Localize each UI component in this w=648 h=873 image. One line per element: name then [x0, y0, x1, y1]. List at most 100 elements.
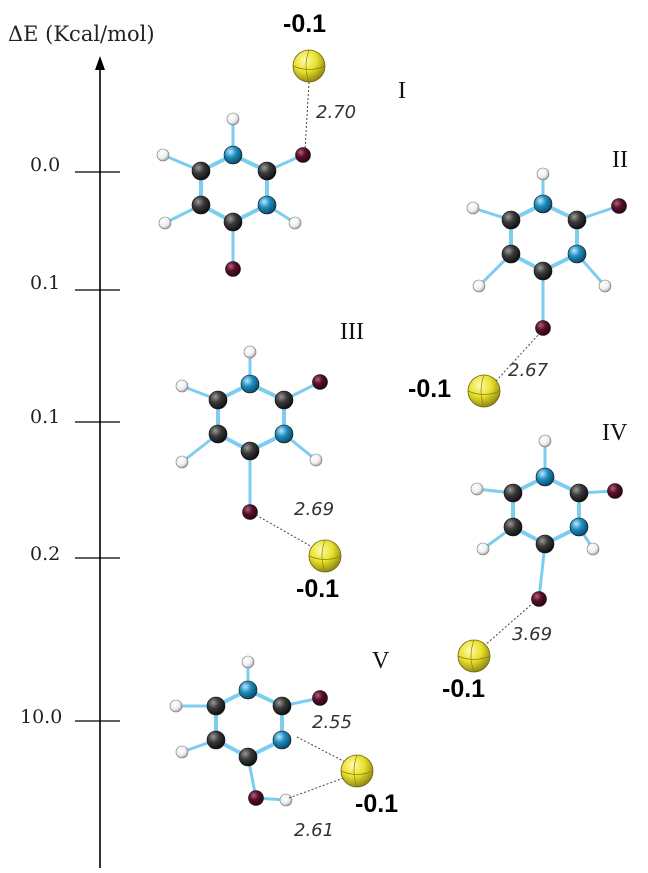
atoms — [169, 655, 328, 807]
nitrogen-atom — [272, 730, 292, 750]
carbon-atom — [274, 390, 294, 410]
atoms — [156, 112, 311, 277]
hydrogen-atom — [241, 655, 255, 669]
carbon-atom — [533, 261, 553, 281]
ions — [292, 49, 501, 788]
atoms — [470, 434, 623, 607]
hydrogen-atom — [175, 745, 189, 759]
contact-line-V-a — [296, 736, 350, 765]
carbon-atom — [238, 747, 258, 767]
bonds — [161, 117, 305, 271]
ion-charge-III: -0.1 — [296, 575, 340, 603]
hydrogen-atom — [586, 542, 600, 556]
nitrogen-atom — [567, 244, 587, 264]
hydrogen-atom — [538, 434, 552, 448]
nitrogen-atom — [274, 424, 294, 444]
nitrogen-atom — [533, 194, 553, 214]
hydrogen-atom — [598, 279, 612, 293]
hydrogen-atom — [158, 216, 172, 230]
nitrogen-atom — [535, 467, 555, 487]
carbon-atom — [272, 696, 292, 716]
molecule-I — [156, 112, 311, 277]
contact-line-II — [495, 332, 541, 382]
hydrogen-atom — [279, 793, 293, 807]
carbon-atom — [191, 195, 211, 215]
molecule-III — [175, 345, 328, 520]
ion-contacts — [255, 81, 541, 799]
oxygen-atom — [312, 690, 328, 706]
carbon-atom — [257, 161, 277, 181]
molecules — [156, 112, 627, 807]
hydrogen-atom — [470, 482, 484, 496]
hydrogen-atom — [309, 453, 323, 467]
carbon-atom — [240, 441, 260, 461]
molecule-IV — [470, 434, 623, 607]
axis-title: ΔE (Kcal/mol) — [8, 22, 155, 46]
contact-line-I — [304, 81, 310, 151]
tick-label: 0.0 — [30, 154, 61, 176]
distance-label-V-b: 2.61 — [294, 820, 335, 841]
ion-sphere-IV — [457, 639, 491, 673]
molecule-II — [466, 167, 627, 336]
ion-charge-IV: -0.1 — [442, 675, 486, 703]
carbon-atom — [503, 483, 523, 503]
distance-label-IV: 3.69 — [512, 624, 553, 645]
tick-label: 0.1 — [30, 406, 61, 428]
energy-axis — [95, 56, 105, 868]
atoms — [466, 167, 627, 336]
hydrogen-atom — [175, 455, 189, 469]
carbon-atom — [191, 161, 211, 181]
carbon-atom — [569, 483, 589, 503]
hydrogen-atom — [466, 201, 480, 215]
ion-sphere-I — [292, 49, 326, 83]
carbon-atom — [223, 212, 243, 232]
axis-arrowhead — [95, 56, 105, 70]
oxygen-atom — [535, 320, 551, 336]
hydrogen-atom — [175, 379, 189, 393]
nitrogen-atom — [257, 195, 277, 215]
oxygen-atom — [531, 591, 547, 607]
carbon-atom — [567, 210, 587, 230]
ion-sphere-III — [308, 539, 342, 573]
hydrogen-atom — [476, 542, 490, 556]
carbon-atom — [206, 730, 226, 750]
carbon-atom — [208, 390, 228, 410]
atoms — [175, 345, 328, 520]
tick-label: 10.0 — [20, 706, 63, 728]
structure-label-V: V — [372, 648, 390, 674]
ion-charge-V: -0.1 — [355, 790, 399, 818]
contact-line-IV — [483, 602, 534, 647]
oxygen-atom — [225, 261, 241, 277]
ion-sphere-II — [467, 374, 501, 408]
carbon-atom — [208, 424, 228, 444]
structure-label-II: II — [612, 147, 628, 173]
hydrogen-atom — [536, 167, 550, 181]
ion-charge-I: -0.1 — [283, 10, 327, 38]
carbon-atom — [501, 244, 521, 264]
nitrogen-atom — [223, 145, 243, 165]
oxygen-atom — [248, 790, 264, 806]
nitrogen-atom — [240, 374, 260, 394]
axis-ticks — [75, 171, 120, 722]
bonds — [475, 439, 617, 601]
hydrogen-atom — [472, 279, 486, 293]
oxygen-atom — [607, 483, 623, 499]
hydrogen-atom — [156, 148, 170, 162]
distance-label-III: 2.69 — [294, 499, 335, 520]
molecule-V — [169, 655, 328, 807]
oxygen-atom — [611, 198, 627, 214]
contact-line-III — [255, 514, 315, 549]
oxygen-atom — [312, 374, 328, 390]
tick-label: 0.1 — [30, 272, 61, 294]
ion-sphere-V — [340, 754, 374, 788]
distance-label-V-a: 2.55 — [312, 712, 353, 733]
contact-line-V-b — [288, 775, 350, 799]
ion-charge-II: -0.1 — [408, 375, 452, 403]
carbon-atom — [206, 696, 226, 716]
tick-label: 0.2 — [30, 543, 61, 565]
hydrogen-atom — [243, 345, 257, 359]
structure-label-III: III — [340, 319, 364, 345]
carbon-atom — [501, 210, 521, 230]
oxygen-atom — [295, 147, 311, 163]
carbon-atom — [535, 534, 555, 554]
